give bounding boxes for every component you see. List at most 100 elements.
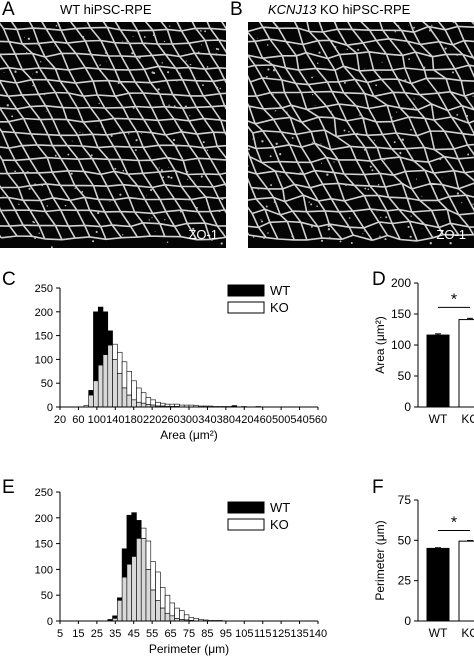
speckle bbox=[11, 115, 14, 118]
speckle bbox=[412, 239, 415, 242]
speckle bbox=[33, 221, 35, 224]
y-tick-label: 100 bbox=[35, 564, 53, 576]
speckle bbox=[363, 230, 365, 232]
speckle bbox=[146, 194, 147, 196]
speckle bbox=[407, 96, 409, 99]
speckle bbox=[316, 205, 318, 207]
speckle bbox=[439, 158, 442, 161]
histogram-bar-overlap bbox=[107, 344, 113, 408]
speckle bbox=[472, 95, 474, 97]
speckle bbox=[409, 235, 412, 238]
panel-label-b: B bbox=[230, 0, 243, 20]
speckle bbox=[9, 82, 11, 84]
speckle bbox=[277, 175, 279, 176]
histogram-bar-top bbox=[112, 343, 118, 360]
speckle bbox=[95, 126, 97, 127]
speckle bbox=[197, 51, 200, 54]
speckle bbox=[193, 180, 195, 182]
x-tick-label: 95 bbox=[220, 628, 232, 640]
histogram-bar-overlap bbox=[140, 538, 147, 622]
y-tick-label: 0 bbox=[404, 400, 411, 414]
speckle bbox=[453, 232, 455, 234]
speckle bbox=[380, 216, 382, 219]
histogram-bar-overlap bbox=[102, 354, 109, 408]
speckle bbox=[275, 142, 278, 145]
speckle bbox=[432, 187, 434, 189]
speckle bbox=[195, 206, 198, 209]
speckle bbox=[313, 76, 315, 78]
speckle bbox=[373, 139, 375, 141]
speckle bbox=[87, 49, 90, 52]
speckle bbox=[189, 63, 192, 66]
histogram-bar-top bbox=[145, 397, 152, 405]
speckle bbox=[441, 177, 443, 179]
speckle bbox=[383, 158, 386, 161]
histogram-bar-top bbox=[126, 514, 132, 565]
speckle bbox=[40, 61, 42, 63]
x-tick-label: 460 bbox=[254, 414, 272, 426]
speckle bbox=[95, 230, 98, 234]
speckle bbox=[184, 105, 188, 108]
speckle bbox=[291, 235, 294, 238]
speckle bbox=[26, 171, 29, 174]
histogram-bar-top bbox=[140, 527, 147, 539]
speckle bbox=[277, 221, 279, 223]
speckle bbox=[158, 167, 160, 169]
speckle bbox=[375, 84, 378, 87]
histogram-bar-top bbox=[188, 617, 195, 621]
speckle bbox=[98, 102, 100, 105]
significance-marker: * bbox=[451, 291, 457, 308]
histogram-bar-top bbox=[107, 330, 113, 346]
panel-a-title: WT hiPSC-RPE bbox=[60, 2, 152, 17]
y-tick-label: 150 bbox=[35, 539, 53, 551]
speckle bbox=[366, 179, 368, 181]
speckle bbox=[320, 239, 324, 242]
speckle bbox=[279, 152, 282, 156]
speckle bbox=[279, 175, 281, 177]
speckle bbox=[27, 37, 31, 40]
speckle bbox=[415, 178, 418, 180]
histogram-bar-top bbox=[174, 403, 180, 407]
speckle bbox=[252, 236, 255, 238]
legend-label: KO bbox=[270, 517, 289, 532]
speckle bbox=[275, 110, 277, 112]
speckle bbox=[266, 75, 268, 78]
speckle bbox=[320, 162, 323, 164]
speckle bbox=[265, 205, 268, 208]
speckle bbox=[286, 111, 288, 113]
histogram-bar-top bbox=[155, 401, 161, 407]
speckle bbox=[214, 140, 217, 143]
legend-label: WT bbox=[270, 283, 290, 298]
speckle bbox=[293, 42, 296, 44]
cell-border-pattern bbox=[248, 22, 474, 245]
speckle bbox=[189, 115, 191, 117]
speckle bbox=[206, 66, 209, 68]
speckle bbox=[299, 172, 302, 175]
histogram-bar-overlap bbox=[140, 402, 147, 408]
histogram-bar-top bbox=[164, 594, 171, 614]
speckle bbox=[356, 132, 359, 135]
speckle bbox=[59, 23, 61, 25]
speckle bbox=[430, 28, 432, 30]
histogram-bar-overlap bbox=[169, 615, 175, 622]
stain-label: ZO-1 bbox=[436, 227, 466, 242]
significance-marker: * bbox=[451, 514, 457, 531]
bar-wt bbox=[426, 334, 450, 408]
speckle bbox=[220, 242, 223, 245]
speckle bbox=[175, 79, 178, 82]
x-tick-label: 140 bbox=[309, 628, 327, 640]
histogram-bar-top bbox=[136, 520, 142, 539]
speckle bbox=[23, 145, 25, 147]
speckle bbox=[204, 30, 207, 33]
speckle bbox=[257, 187, 260, 190]
speckle bbox=[134, 68, 136, 70]
speckle bbox=[397, 137, 399, 139]
speckle bbox=[429, 242, 432, 245]
x-tick-label: 300 bbox=[180, 414, 198, 426]
speckle bbox=[428, 29, 431, 32]
speckle bbox=[279, 105, 282, 108]
speckle bbox=[41, 215, 43, 217]
y-tick-label: 50 bbox=[398, 369, 412, 383]
x-tick-label: 180 bbox=[125, 414, 143, 426]
legend-swatch bbox=[227, 501, 265, 514]
